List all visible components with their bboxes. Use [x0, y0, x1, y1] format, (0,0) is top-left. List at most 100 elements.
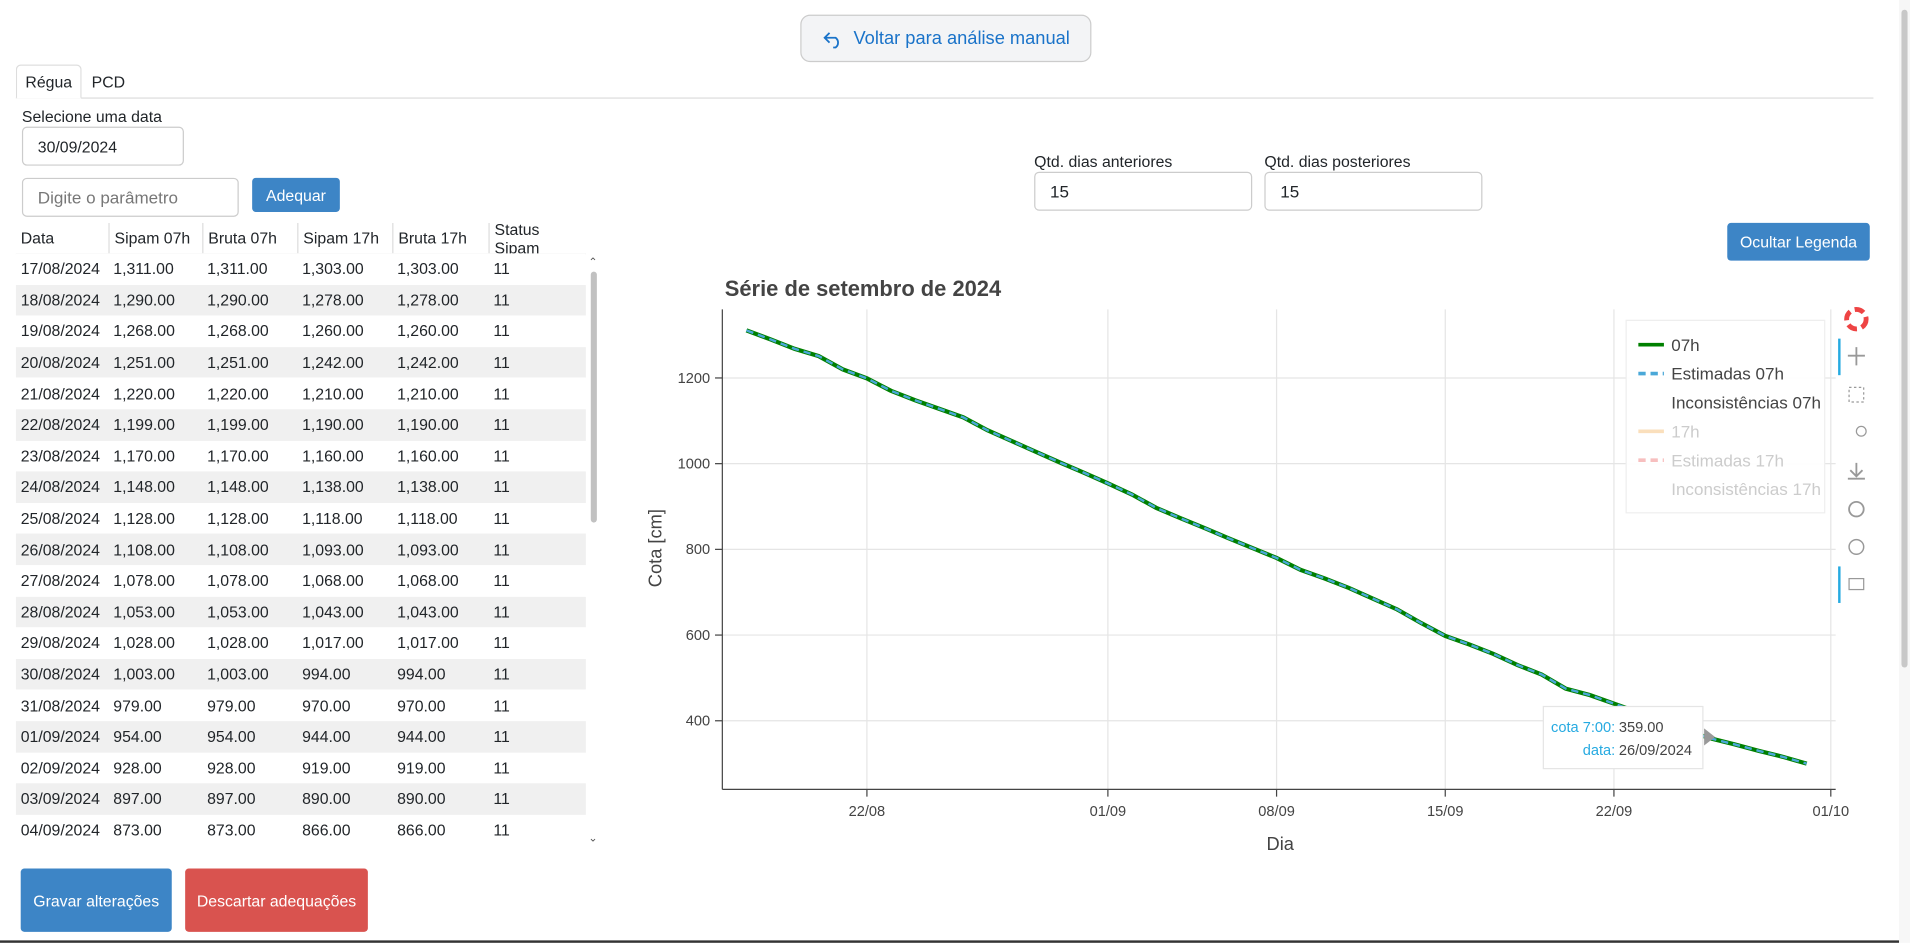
column-header: Bruta 17h	[392, 222, 488, 254]
table-cell: 1,028.00	[207, 634, 269, 653]
table-cell: 1,242.00	[302, 353, 364, 372]
table-row: 19/08/2024 1,268.00 1,268.00 1,260.00 1,260.…	[15, 315, 586, 347]
table-cell: 890.00	[302, 789, 351, 809]
table-cell: 866.00	[302, 821, 351, 840]
discard-button[interactable]: Descartar adequações	[185, 868, 368, 932]
save-button[interactable]: Gravar alterações	[20, 868, 172, 932]
adjust-button[interactable]: Adequar	[252, 177, 340, 212]
table-row: 26/08/2024 1,108.00 1,108.00 1,093.00 1,093.…	[15, 534, 586, 566]
reset-tool[interactable]	[1848, 500, 1865, 518]
save-tool[interactable]	[1847, 462, 1865, 480]
page-bottom-rule	[0, 940, 1900, 943]
table-row: 02/09/2024 928.00 928.00 919.00 919.00 11	[15, 752, 586, 784]
table-cell: 970.00	[302, 696, 351, 715]
table-row: 21/08/2024 1,220.00 1,220.00 1,210.00 1,210.…	[15, 378, 586, 410]
days-after-input[interactable]: 15	[1264, 171, 1483, 211]
table-cell: 928.00	[113, 758, 162, 778]
table-cell: 25/08/2024	[20, 509, 100, 528]
table-cell: 11	[493, 478, 510, 497]
pan-tool[interactable]	[1847, 347, 1865, 366]
scroll-up[interactable]: ⌃	[588, 255, 598, 268]
tooltip-box	[1542, 705, 1704, 770]
legend-label: Inconsistências 17h	[1671, 480, 1821, 499]
column-header: Sipam 07h	[108, 222, 202, 254]
table-cell: 11	[493, 727, 510, 746]
table-cell: 1,003.00	[113, 665, 175, 684]
scroll-down[interactable]: ⌄	[588, 831, 598, 845]
y-tick-label: 400	[686, 714, 710, 730]
table-cell: 24/08/2024	[20, 478, 100, 497]
table-cell: 897.00	[207, 789, 256, 809]
table-cell: 1,303.00	[302, 259, 364, 279]
tab[interactable]: PCD	[84, 65, 133, 99]
param-input[interactable]: Digite o parâmetro	[21, 177, 239, 217]
table-cell: 1,053.00	[113, 602, 175, 622]
box-zoom-tool[interactable]	[1848, 386, 1865, 403]
table-cell: 1,138.00	[397, 478, 459, 497]
table-cell: 23/08/2024	[20, 446, 100, 466]
table-cell: 1,290.00	[113, 290, 175, 310]
date-label: Selecione uma data	[21, 107, 162, 126]
tooltip-key: data:	[1583, 743, 1616, 759]
wheel-zoom-tool[interactable]	[1855, 425, 1867, 437]
table-cell: 11	[493, 665, 510, 684]
table-cell: 11	[493, 259, 510, 279]
hide-legend-button[interactable]: Ocultar Legenda	[1727, 222, 1870, 261]
table-row: 30/08/2024 1,003.00 1,003.00 994.00 994.00 11	[15, 658, 586, 690]
legend: 07h Estimadas 07h Inconsistências 07h 17h Es…	[1625, 319, 1826, 514]
table-cell: 944.00	[302, 727, 351, 746]
table-cell: 11	[493, 571, 510, 590]
table-cell: 1,190.00	[302, 415, 364, 435]
table-cell: 1,210.00	[302, 384, 364, 403]
legend-label: Estimadas 17h	[1671, 451, 1784, 470]
days-before-input[interactable]: 15	[1034, 171, 1253, 211]
table-cell: 1,303.00	[397, 259, 459, 279]
table-row: 17/08/2024 1,311.00 1,311.00 1,303.00 1,303.…	[15, 253, 586, 285]
table-cell: 979.00	[207, 696, 256, 715]
date-input[interactable]: 30/09/2024	[21, 126, 184, 166]
table-cell: 1,028.00	[113, 634, 175, 653]
table-row: 27/08/2024 1,078.00 1,078.00 1,068.00 1,068.…	[15, 565, 586, 597]
chart-title: Série de setembro de 2024	[725, 276, 1002, 301]
table-cell: 1,148.00	[113, 478, 175, 497]
days-before-label: Qtd. dias anteriores	[1034, 152, 1173, 171]
back-button[interactable]: Voltar para análise manual	[800, 14, 1092, 63]
page-scroll-thumb[interactable]	[1901, 9, 1908, 668]
scroll-thumb[interactable]	[590, 271, 597, 523]
table-cell: 1,068.00	[302, 571, 364, 590]
table-cell: 30/08/2024	[20, 665, 100, 684]
bokeh-logo[interactable]	[1844, 306, 1869, 332]
table-cell: 11	[493, 446, 510, 466]
table-cell: 11	[493, 290, 510, 310]
table-row: 20/08/2024 1,251.00 1,251.00 1,242.00 1,242.…	[15, 346, 586, 379]
table-cell: 11	[493, 540, 510, 559]
table-cell: 970.00	[397, 696, 446, 715]
help-tool[interactable]	[1848, 538, 1865, 555]
tab-rule	[15, 97, 1874, 99]
table-cell: 1,199.00	[207, 415, 269, 435]
table-cell: 1,290.00	[207, 290, 269, 310]
tab-active[interactable]: Régua	[15, 64, 82, 99]
table-cell: 897.00	[113, 789, 162, 809]
table-cell: 1,128.00	[207, 509, 269, 528]
table-cell: 944.00	[397, 727, 446, 746]
table-cell: 1,138.00	[302, 478, 364, 497]
table-cell: 21/08/2024	[20, 384, 100, 403]
hover-tool[interactable]	[1848, 577, 1865, 591]
table-cell: 1,093.00	[302, 540, 364, 559]
table-row: 24/08/2024 1,148.00 1,148.00 1,138.00 1,138.…	[15, 471, 586, 503]
column-header: Status Sipam	[488, 222, 585, 256]
x-tick-label: 01/09	[1090, 804, 1127, 820]
table-row: 31/08/2024 979.00 979.00 970.00 970.00 11	[15, 689, 586, 722]
tooltip-key: cota 7:00:	[1551, 720, 1615, 736]
table-cell: 11	[493, 634, 510, 653]
table-cell: 31/08/2024	[20, 696, 100, 715]
page-scrollbar	[1899, 0, 1910, 943]
table-cell: 11	[493, 821, 510, 840]
series-line	[745, 328, 1808, 766]
table-cell: 1,278.00	[302, 290, 364, 310]
days-after-label: Qtd. dias posteriores	[1264, 152, 1411, 171]
